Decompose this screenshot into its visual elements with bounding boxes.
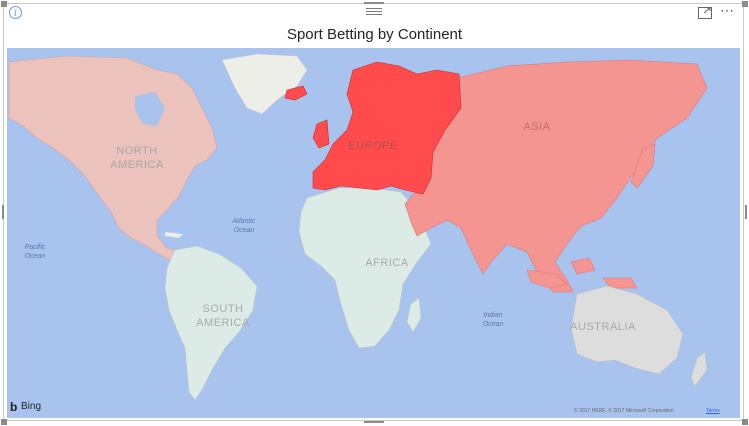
resize-handle-top[interactable] xyxy=(364,2,384,4)
hudson-bay xyxy=(135,92,165,126)
map-copyright: © 2017 HERE, © 2017 Microsoft Corporatio… xyxy=(574,408,674,414)
resize-handle-right[interactable] xyxy=(745,205,747,219)
label-pacific-ocean-2: Ocean xyxy=(25,253,46,260)
bing-b-icon: b xyxy=(10,400,18,414)
resize-handle-top-left[interactable] xyxy=(1,1,7,7)
drag-handle-icon[interactable] xyxy=(366,8,382,16)
resize-handle-left[interactable] xyxy=(2,205,4,219)
map-canvas: NORTH AMERICA EUROPE ASIA AFRICA SOUTH A… xyxy=(8,53,708,401)
resize-handle-bottom-right[interactable] xyxy=(742,419,748,425)
label-atlantic-ocean: Atlantic xyxy=(232,218,256,225)
label-asia: ASIA xyxy=(523,121,550,133)
label-north-america: NORTH xyxy=(116,145,157,157)
world-map[interactable]: NORTH AMERICA EUROPE ASIA AFRICA SOUTH A… xyxy=(7,48,740,418)
label-australia: AUSTRALIA xyxy=(570,321,636,333)
resize-handle-top-right[interactable] xyxy=(742,1,748,7)
visual-title: Sport Betting by Continent xyxy=(286,26,463,43)
southeast-asia-islands xyxy=(526,257,638,289)
region-asia[interactable] xyxy=(404,59,708,293)
caribbean-islands xyxy=(165,232,183,238)
region-south-america[interactable] xyxy=(164,245,258,401)
focus-mode-icon[interactable] xyxy=(698,7,712,19)
terms-link[interactable]: Terms xyxy=(706,408,720,414)
label-atlantic-ocean-2: Ocean xyxy=(234,227,255,234)
info-icon[interactable]: i xyxy=(9,6,22,19)
bing-logo: b Bing xyxy=(10,400,44,414)
more-options-icon[interactable]: ⋯ xyxy=(720,2,735,18)
resize-handle-bottom-left[interactable] xyxy=(1,419,7,425)
greenland-land xyxy=(221,53,308,115)
iceland-land xyxy=(284,85,308,101)
label-pacific-ocean: Pacific xyxy=(25,244,46,251)
uk-land xyxy=(312,119,330,149)
label-south-america: SOUTH xyxy=(203,303,244,315)
label-europe: EUROPE xyxy=(348,140,397,152)
japan-land xyxy=(630,143,656,189)
region-australia[interactable] xyxy=(570,285,684,375)
bing-logo-text: Bing xyxy=(21,401,42,412)
label-south-america-2: AMERICA xyxy=(196,317,250,329)
label-africa: AFRICA xyxy=(365,257,409,269)
label-north-america-2: AMERICA xyxy=(110,159,164,171)
madagascar-land xyxy=(406,297,422,333)
new-zealand-land xyxy=(690,351,708,387)
region-africa[interactable] xyxy=(298,187,432,349)
resize-handle-bottom[interactable] xyxy=(364,421,384,423)
region-europe[interactable] xyxy=(312,61,462,195)
region-north-america[interactable] xyxy=(8,55,218,263)
label-indian-ocean: Indian xyxy=(483,312,502,319)
label-indian-ocean-2: Ocean xyxy=(483,321,504,328)
